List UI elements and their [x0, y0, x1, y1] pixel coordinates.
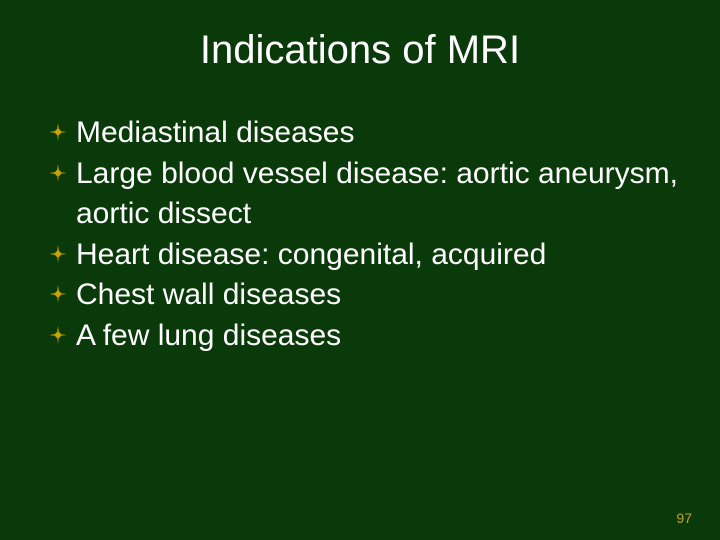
starburst-icon: [48, 284, 68, 304]
starburst-icon: [48, 325, 68, 345]
page-number: 97: [676, 510, 692, 526]
bullet-text: Mediastinal diseases: [76, 113, 680, 154]
list-item: Mediastinal diseases: [48, 113, 680, 154]
slide-title: Indications of MRI: [40, 28, 680, 73]
list-item: Large blood vessel disease: aortic aneur…: [48, 154, 680, 235]
starburst-icon: [48, 163, 68, 183]
bullet-text: Chest wall diseases: [76, 275, 680, 316]
bullet-list: Mediastinal diseases Large blood vessel …: [40, 113, 680, 356]
starburst-icon: [48, 122, 68, 142]
bullet-text: Heart disease: congenital, acquired: [76, 235, 680, 276]
list-item: Heart disease: congenital, acquired: [48, 235, 680, 276]
starburst-icon: [48, 244, 68, 264]
list-item: Chest wall diseases: [48, 275, 680, 316]
list-item: A few lung diseases: [48, 316, 680, 357]
bullet-text: A few lung diseases: [76, 316, 680, 357]
slide: Indications of MRI Mediastinal diseases …: [0, 0, 720, 540]
bullet-text: Large blood vessel disease: aortic aneur…: [76, 154, 680, 235]
